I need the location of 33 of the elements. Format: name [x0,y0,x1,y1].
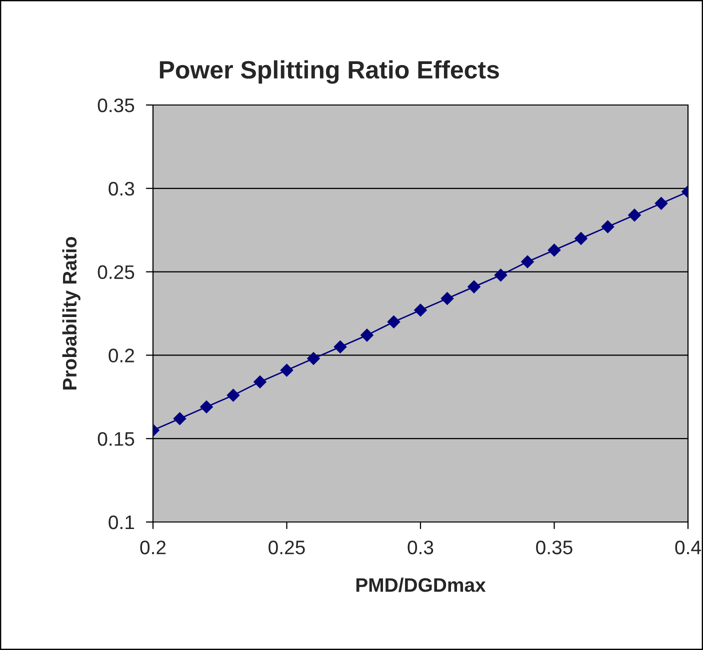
point [226,388,240,402]
y-tick-label: 0.15 [98,432,134,446]
y-tick-label: 0.2 [108,348,134,362]
y-tick-label: 0.25 [98,265,134,280]
point [334,340,347,354]
point [414,304,427,317]
x-tick-label: 0.3 [408,540,434,554]
point [654,197,668,210]
point [440,292,454,305]
point [574,232,588,245]
y-axis-title: Probability Ratio [62,237,80,390]
point [200,400,213,414]
point [254,375,266,388]
x-tick-label: 0.2 [140,540,166,554]
point [494,268,508,282]
point [468,280,480,294]
point [360,328,374,342]
chart-title: Power Splitting Ratio Effects [160,60,499,84]
y-tick-label: 0.1 [108,515,134,530]
point [307,352,320,365]
y-tick-label: 0.35 [98,98,134,112]
point [173,412,186,425]
point [601,220,614,234]
point [628,208,641,222]
y-tick-label: 0.3 [108,182,134,196]
point [548,244,561,257]
x-tick-label: 0.25 [268,540,305,554]
point [387,315,400,328]
x-tick-label: 0.35 [536,540,572,554]
x-tick-label: 0.4 [675,540,701,554]
point [521,255,534,268]
point [280,364,294,377]
x-axis-title: PMD/DGDmax [356,578,486,592]
